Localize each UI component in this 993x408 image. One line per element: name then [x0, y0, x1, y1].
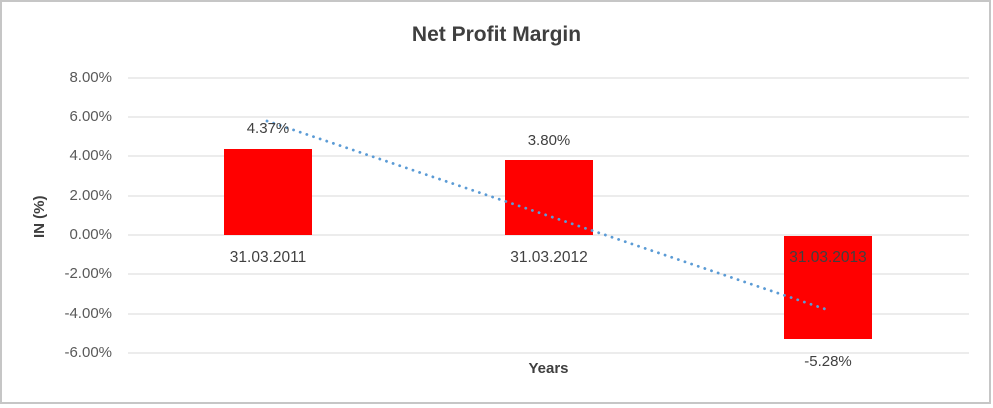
category-label-2011: 31.03.2011: [229, 249, 307, 266]
bar-2012: [505, 160, 593, 235]
ytick-label-0: 0.00%: [69, 226, 112, 243]
category-label-2012: 31.03.2012: [510, 249, 588, 266]
value-label-2013: -5.28%: [804, 353, 852, 370]
value-label-2011: 4.37%: [246, 120, 290, 137]
bar-2011: [224, 149, 312, 235]
ytick-label-4: 4.00%: [69, 147, 112, 164]
x-axis-title: Years: [528, 360, 569, 377]
bar-2013: [784, 236, 872, 339]
ytick-label-neg4: -4.00%: [64, 305, 112, 322]
category-label-2013: 31.03.2013: [789, 249, 867, 266]
ytick-label-8: 8.00%: [69, 69, 112, 86]
ytick-label-neg6: -6.00%: [64, 344, 112, 361]
linear-trendline: [265, 119, 830, 312]
ytick-label-6: 6.00%: [69, 108, 112, 125]
ytick-label-neg2: -2.00%: [64, 265, 112, 282]
value-label-2012: 3.80%: [527, 132, 571, 149]
ytick-label-2: 2.00%: [69, 187, 112, 204]
chart-title: Net Profit Margin: [411, 23, 582, 46]
